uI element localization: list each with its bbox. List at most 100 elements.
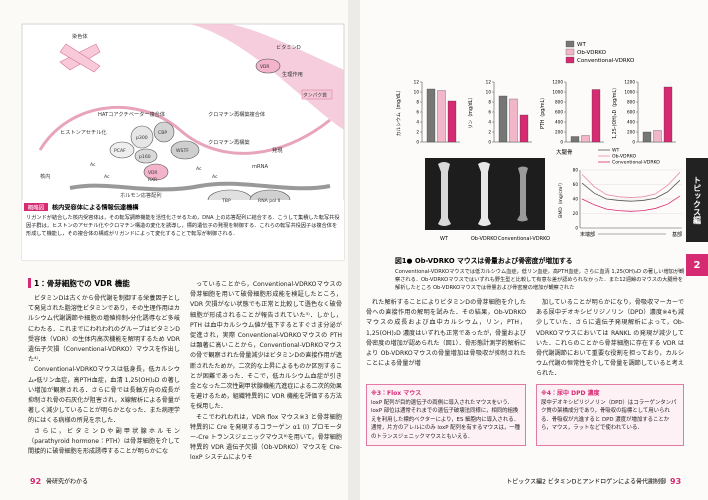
y-tick-label: 400 bbox=[555, 120, 563, 125]
page-number: 93 bbox=[670, 477, 681, 486]
diagram-label: 生理作用 bbox=[282, 70, 303, 78]
y-tick-label: 200 bbox=[627, 130, 635, 135]
y-tick-label: 600 bbox=[555, 110, 563, 115]
bar bbox=[581, 135, 590, 143]
y-tick-label: 12 bbox=[414, 80, 420, 85]
legend-swatch bbox=[565, 40, 575, 48]
bone-label: Ob-VDRKO bbox=[471, 236, 497, 242]
diagram-label: RXR bbox=[148, 177, 157, 183]
diagram-label: Ac bbox=[196, 166, 202, 172]
bone-images bbox=[425, 158, 545, 230]
side-tab-number-bg bbox=[686, 254, 708, 276]
caption-area bbox=[22, 200, 344, 260]
bone bbox=[438, 162, 451, 226]
diagram-label: ヒストンアセチル化 bbox=[60, 128, 107, 136]
heading-marker bbox=[28, 278, 31, 288]
caption-label: 概略図 bbox=[28, 204, 45, 212]
diagram-label: WSTF bbox=[176, 148, 189, 154]
y-tick-label: 6 bbox=[488, 110, 491, 115]
text-column: っていることから，Conventional-VDRKOマウスの骨芽細胞を用いて破… bbox=[190, 280, 342, 464]
y-axis-label: リン（mg/dL） bbox=[468, 95, 474, 129]
dna bbox=[69, 181, 331, 192]
legend-label: WT bbox=[612, 148, 620, 154]
legend-label: WT bbox=[577, 42, 586, 48]
bar bbox=[570, 136, 580, 143]
legend-label: Conventional-VDRKO bbox=[612, 160, 660, 166]
y-tick-label: 1200 bbox=[624, 80, 635, 85]
diagram-label: TBP bbox=[221, 198, 231, 204]
y-axis-label: 1,25-(OH)₂D（pg/mL） bbox=[612, 85, 618, 139]
bar bbox=[663, 86, 673, 143]
y-tick-label: 20 bbox=[573, 211, 579, 216]
y-tick-label: 4 bbox=[488, 120, 491, 125]
protein-box bbox=[301, 89, 333, 100]
note-title: ※4：尿中 DPD 濃度 bbox=[541, 390, 600, 397]
chart-title: 大腿骨 bbox=[556, 148, 573, 156]
y-tick-label: 8 bbox=[488, 100, 491, 105]
y-tick-label: 2 bbox=[416, 130, 419, 135]
side-tab-label: トピックス編 bbox=[693, 176, 702, 225]
x-label: 基部 bbox=[672, 231, 682, 238]
bmd-line bbox=[581, 195, 681, 212]
bar bbox=[498, 95, 508, 143]
legend-swatch bbox=[565, 48, 575, 56]
paragraph: っていることから，Conventional-VDRKOマウスの骨芽細胞を用いて破… bbox=[190, 281, 342, 411]
y-tick-label: 800 bbox=[627, 100, 635, 105]
bone-label: Conventional-VDRKO bbox=[498, 236, 550, 242]
diagram-label: VDR bbox=[148, 170, 157, 176]
y-axis-label: カルシウム（mg/dL） bbox=[395, 88, 402, 137]
section-heading: 1：骨芽細胞での VDR 機能 bbox=[34, 278, 130, 288]
bone-label: WT bbox=[440, 236, 449, 242]
y-tick-label: 400 bbox=[627, 120, 635, 125]
diagram-label: ビタミンD bbox=[276, 43, 301, 51]
note-box: ※3：Flox マウス loxP 配列が目的遺伝子の両側に導入されたマウスをいう… bbox=[366, 384, 526, 446]
y-tick-label: 0 bbox=[560, 140, 563, 145]
diagram-label: 染色体 bbox=[72, 32, 88, 40]
paragraph: ビタミンDは古くから骨代謝を制御する栄養因子として発見された脂溶性ビタミンであり… bbox=[28, 295, 180, 364]
membrane-arc bbox=[190, 24, 344, 130]
arrow-path bbox=[38, 105, 331, 155]
legend-label: Ob-VDRKO bbox=[577, 50, 607, 56]
y-tick-label: 6 bbox=[416, 110, 419, 115]
y-tick-label: 600 bbox=[627, 110, 635, 115]
y-tick-label: 40 bbox=[573, 197, 579, 202]
legend-swatch bbox=[565, 56, 575, 64]
bar bbox=[447, 100, 457, 143]
diagram-label: Ac bbox=[212, 174, 218, 180]
diagram-label: CBP bbox=[158, 130, 167, 136]
x-label: 末端部 bbox=[580, 231, 595, 238]
bone bbox=[478, 162, 491, 226]
y-tick-label: 4 bbox=[416, 120, 419, 125]
bar bbox=[519, 114, 529, 143]
diagram-label: タンパク質 bbox=[303, 92, 327, 99]
caption-title: 核内受容体による情報伝達機構 bbox=[52, 204, 139, 212]
y-tick-label: 1200 bbox=[552, 80, 563, 85]
diagram-label: クロマチン再構築 bbox=[208, 138, 250, 146]
diagram-label: HATコアクチベーター複合体 bbox=[98, 110, 166, 118]
y-tick-label: 800 bbox=[555, 100, 563, 105]
side-tab-number: 2 bbox=[694, 260, 701, 271]
chromosome bbox=[59, 43, 101, 73]
diagram-label: mRNA bbox=[252, 164, 269, 170]
y-tick-label: 2 bbox=[488, 130, 491, 135]
page-number: 92 bbox=[30, 477, 41, 486]
text-column: ビタミンDは古くから骨代謝を制御する栄養因子として発見された脂溶性ビタミンであり… bbox=[28, 294, 180, 464]
gutter bbox=[348, 0, 360, 500]
diagram-label: 核内 bbox=[40, 172, 50, 180]
note-text: loxP 配列が目的遺伝子の両側に導入されたマウスをいう．loxP 部位は通常そ… bbox=[371, 400, 521, 440]
y-tick-label: 12 bbox=[486, 80, 492, 85]
note-title: ※3：Flox マウス bbox=[371, 390, 422, 397]
y-axis-label: PTH（pg/mL） bbox=[540, 95, 546, 129]
bar bbox=[653, 130, 662, 143]
paragraph: Conventional-VDRKOマウスは低身長，低カルシウム・低リン血症，高… bbox=[28, 366, 180, 425]
y-tick-label: 200 bbox=[555, 130, 563, 135]
y-tick-label: 0 bbox=[632, 140, 635, 145]
y-tick-label: 10 bbox=[486, 90, 492, 95]
y-tick-label: 8 bbox=[416, 100, 419, 105]
bar bbox=[426, 88, 436, 143]
legend-label: Ob-VDRKO bbox=[612, 154, 637, 160]
footer-title: 骨研究がわかる bbox=[46, 478, 88, 486]
bar bbox=[642, 131, 652, 143]
